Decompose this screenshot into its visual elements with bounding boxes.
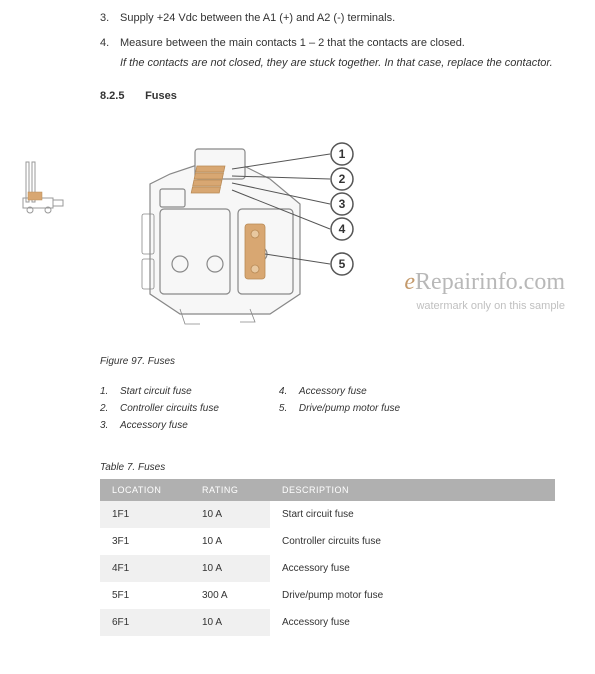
col-location: LOCATION bbox=[100, 479, 190, 501]
svg-text:2: 2 bbox=[339, 172, 346, 186]
step-text: Measure between the main contacts 1 – 2 … bbox=[120, 35, 555, 72]
col-rating: RATING bbox=[190, 479, 270, 501]
fuses-diagram: 1 2 3 4 5 bbox=[100, 114, 380, 339]
legend-col-2: 4.Accessory fuse 5.Drive/pump motor fuse bbox=[279, 383, 400, 434]
table-header-row: LOCATION RATING DESCRIPTION bbox=[100, 479, 555, 501]
table-row: 6F110 AAccessory fuse bbox=[100, 609, 555, 636]
step-number: 4. bbox=[100, 35, 120, 72]
step-list: 3. Supply +24 Vdc between the A1 (+) and… bbox=[100, 10, 555, 72]
figure-area: 1 2 3 4 5 eRepairinfo.com watermark only… bbox=[100, 114, 555, 342]
table-caption: Table 7. Fuses bbox=[100, 462, 555, 473]
watermark-brand: eRepairinfo.com bbox=[404, 269, 565, 296]
step-4: 4. Measure between the main contacts 1 –… bbox=[100, 35, 555, 72]
step-number: 3. bbox=[100, 10, 120, 27]
forklift-thumbnail-icon bbox=[18, 160, 68, 215]
section-number: 8.2.5 bbox=[100, 90, 142, 102]
table-row: 1F110 AStart circuit fuse bbox=[100, 501, 555, 528]
legend-item: 2.Controller circuits fuse bbox=[100, 400, 219, 417]
figure-caption: Figure 97. Fuses bbox=[100, 356, 555, 367]
step-note: If the contacts are not closed, they are… bbox=[120, 55, 555, 72]
section-title: Fuses bbox=[145, 90, 177, 102]
legend-item: 1.Start circuit fuse bbox=[100, 383, 219, 400]
watermark-sub: watermark only on this sample bbox=[404, 300, 565, 312]
svg-text:4: 4 bbox=[339, 222, 346, 236]
legend-item: 3.Accessory fuse bbox=[100, 417, 219, 434]
svg-text:5: 5 bbox=[339, 257, 346, 271]
step-text: Supply +24 Vdc between the A1 (+) and A2… bbox=[120, 10, 555, 27]
table-row: 3F110 AController circuits fuse bbox=[100, 528, 555, 555]
legend-col-1: 1.Start circuit fuse 2.Controller circui… bbox=[100, 383, 219, 434]
table-row: 4F110 AAccessory fuse bbox=[100, 555, 555, 582]
section-header: 8.2.5 Fuses bbox=[100, 90, 555, 102]
step-3: 3. Supply +24 Vdc between the A1 (+) and… bbox=[100, 10, 555, 27]
legend-item: 4.Accessory fuse bbox=[279, 383, 400, 400]
col-description: DESCRIPTION bbox=[270, 479, 555, 501]
svg-text:3: 3 bbox=[339, 197, 346, 211]
watermark: eRepairinfo.com watermark only on this s… bbox=[404, 269, 565, 312]
table-row: 5F1300 ADrive/pump motor fuse bbox=[100, 582, 555, 609]
svg-text:1: 1 bbox=[339, 147, 346, 161]
fuses-table: LOCATION RATING DESCRIPTION 1F110 AStart… bbox=[100, 479, 555, 636]
legend-item: 5.Drive/pump motor fuse bbox=[279, 400, 400, 417]
figure-legend: 1.Start circuit fuse 2.Controller circui… bbox=[100, 383, 555, 434]
